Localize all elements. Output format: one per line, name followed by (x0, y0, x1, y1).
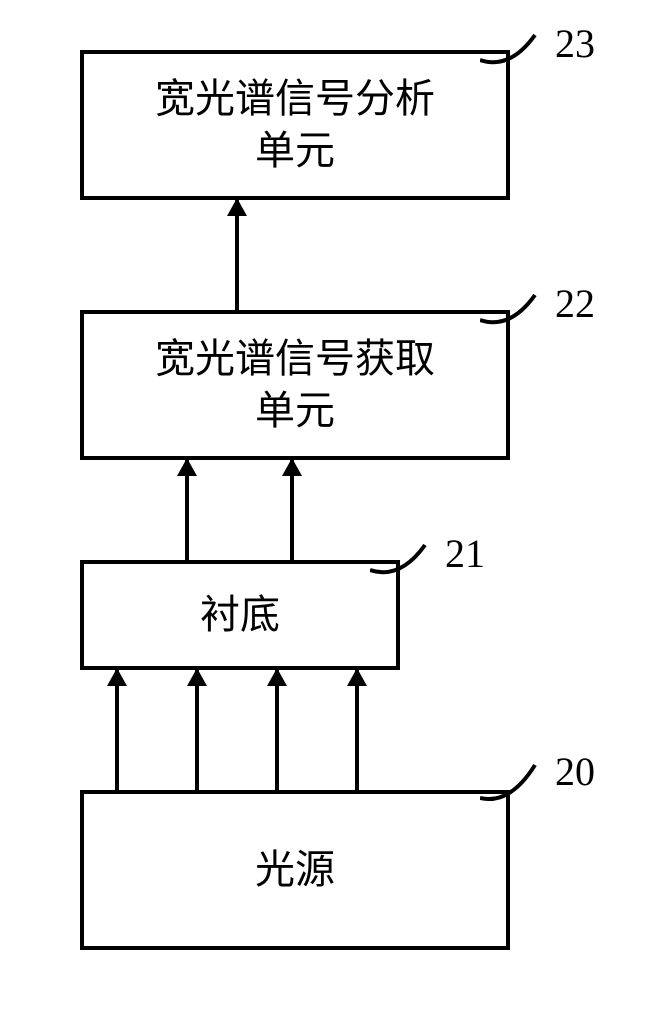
ref-label-21: 21 (445, 530, 485, 577)
ref-label-20: 20 (555, 748, 595, 795)
arrow-4-to-3-a (115, 670, 119, 790)
ref-label-23: 23 (555, 20, 595, 67)
acquisition-unit-label: 宽光谱信号获取 单元 (155, 333, 435, 437)
connector-21 (370, 540, 450, 585)
substrate-box: 衬底 (80, 560, 400, 670)
arrow-4-to-3-d (355, 670, 359, 790)
connector-23 (480, 30, 560, 75)
acquisition-unit-box: 宽光谱信号获取 单元 (80, 310, 510, 460)
arrow-3-to-2-b (290, 460, 294, 560)
flowchart-diagram: 宽光谱信号分析 单元 23 宽光谱信号获取 单元 22 衬底 21 光源 (0, 0, 655, 1030)
substrate-label: 衬底 (200, 589, 280, 641)
arrow-3-to-2-a (185, 460, 189, 560)
analysis-unit-box: 宽光谱信号分析 单元 (80, 50, 510, 200)
arrow-4-to-3-c (275, 670, 279, 790)
connector-20 (480, 760, 560, 810)
light-source-label: 光源 (255, 844, 335, 896)
ref-label-22: 22 (555, 280, 595, 327)
connector-22 (480, 290, 560, 335)
light-source-box: 光源 (80, 790, 510, 950)
arrow-4-to-3-b (195, 670, 199, 790)
arrow-2-to-1 (235, 200, 239, 310)
analysis-unit-label: 宽光谱信号分析 单元 (155, 73, 435, 177)
